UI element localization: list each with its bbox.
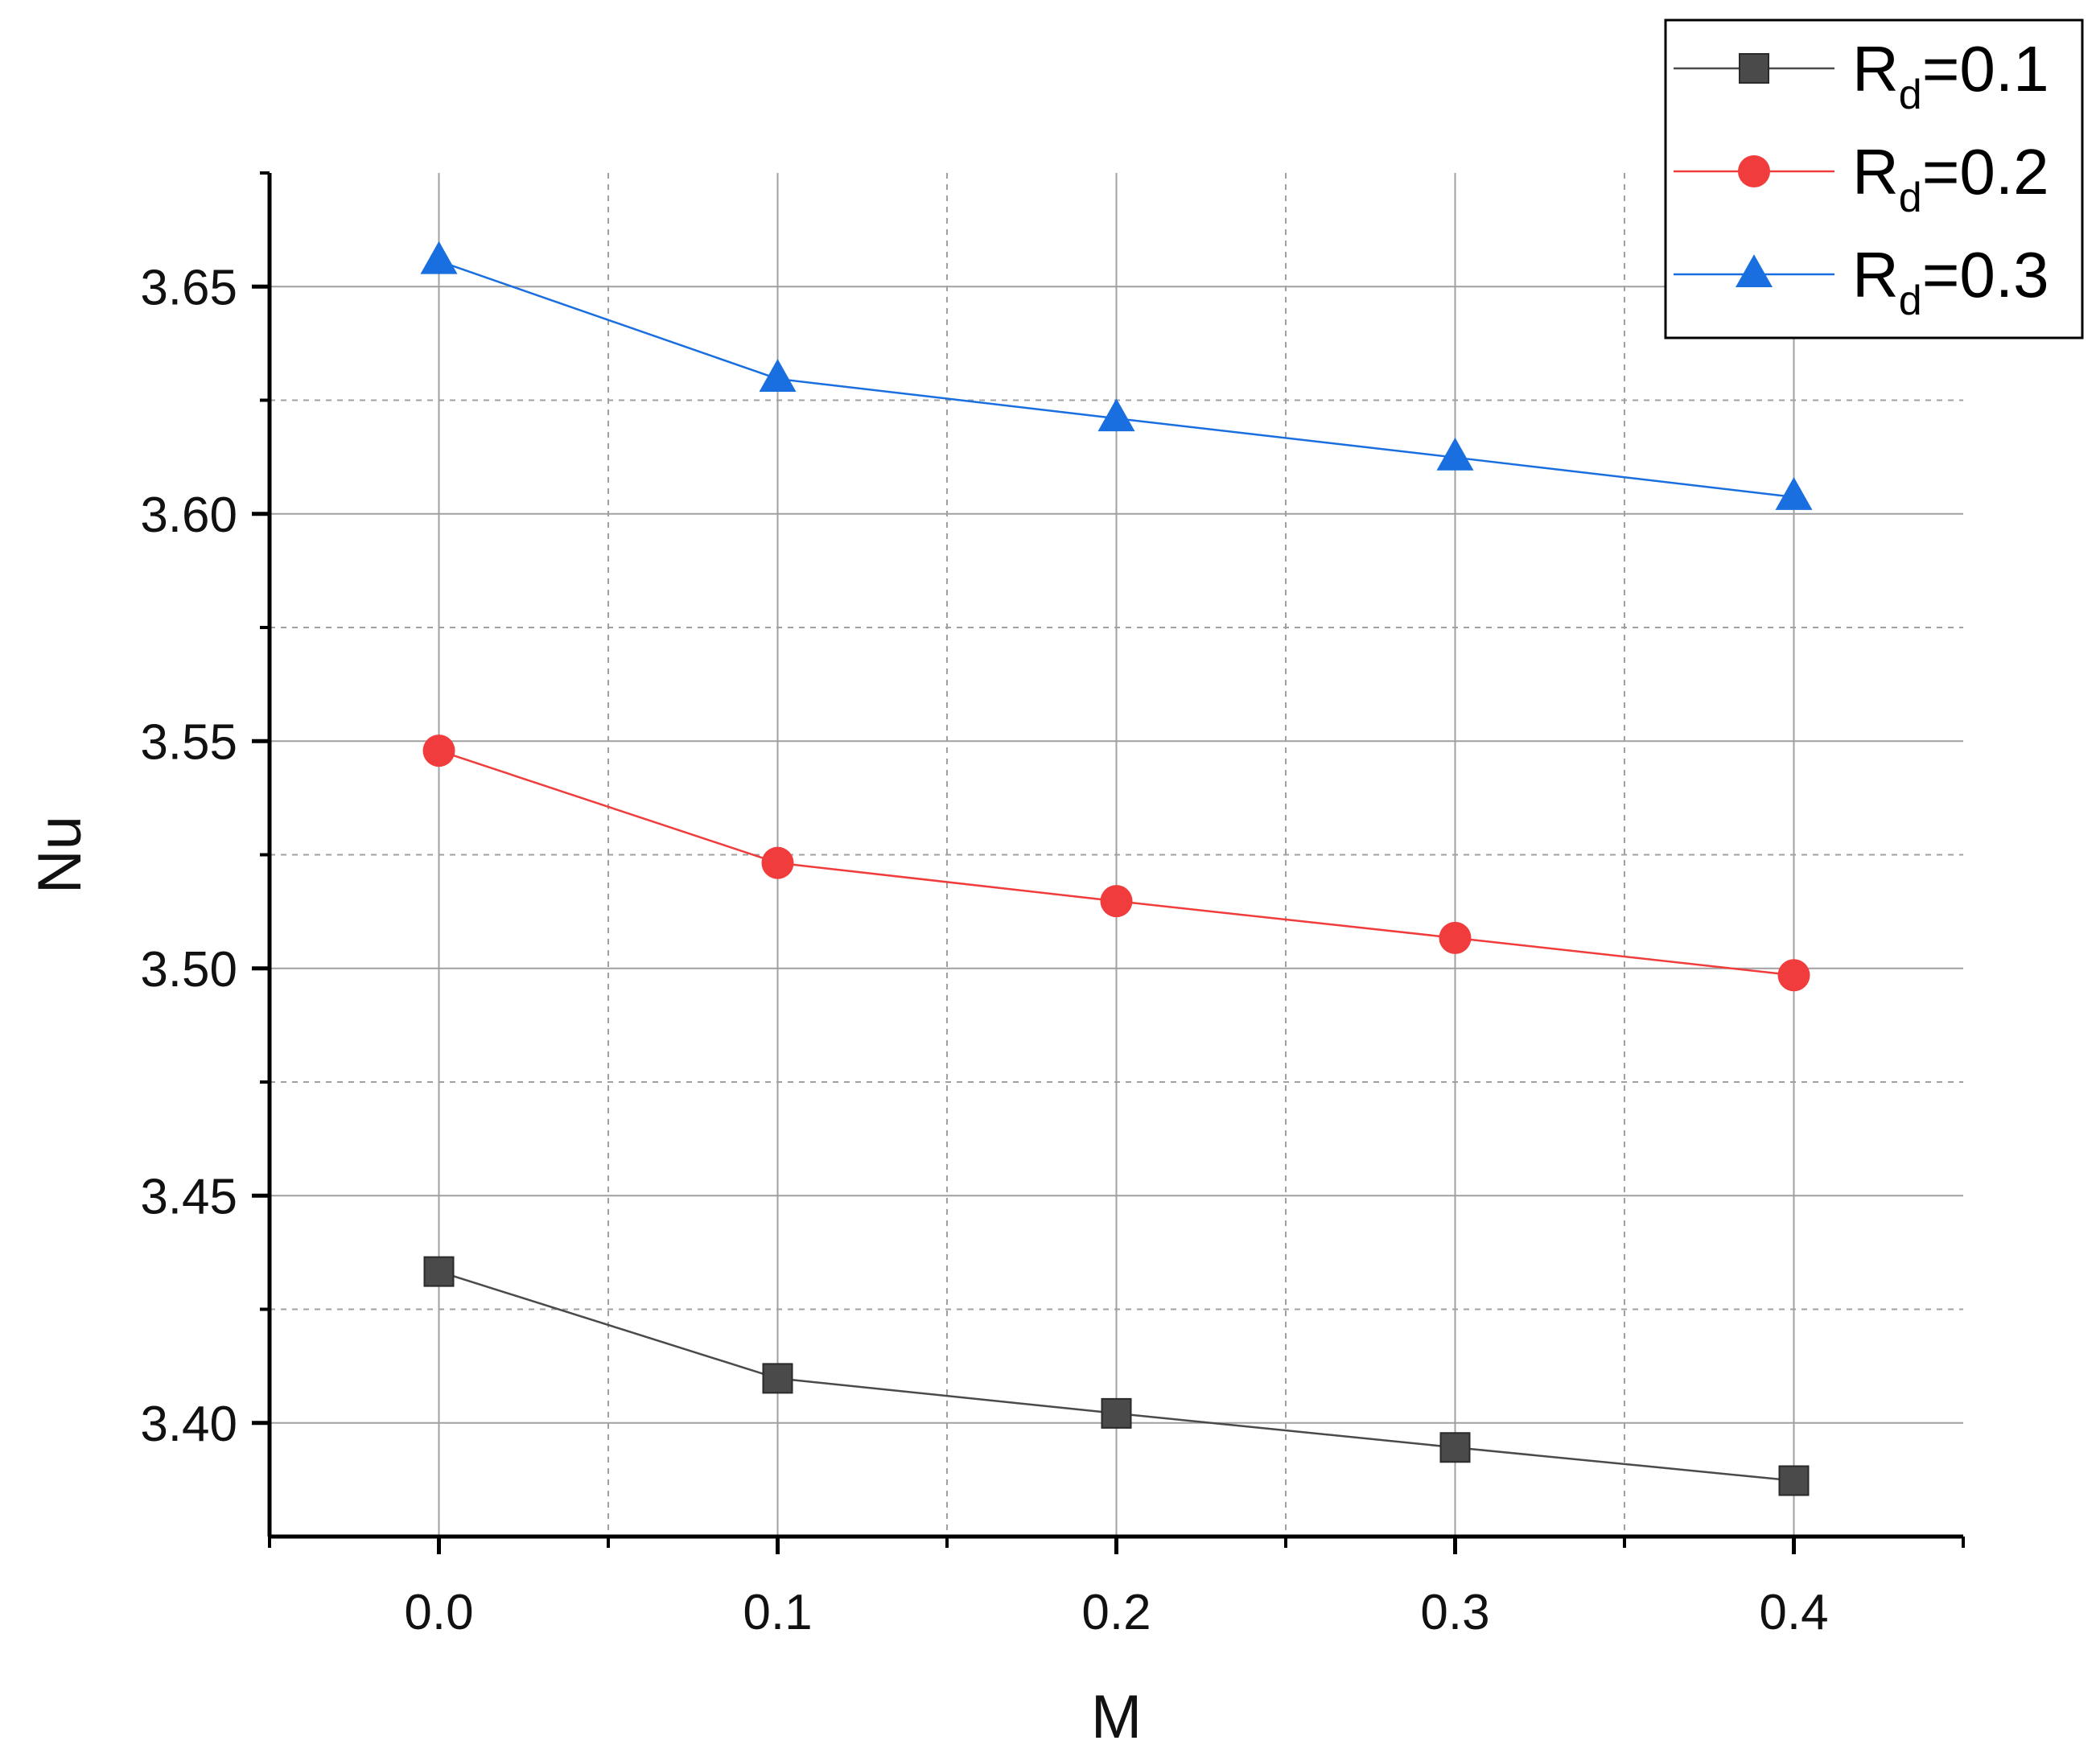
- x-tick-label: 0.1: [743, 1585, 812, 1640]
- data-point: [423, 1256, 455, 1287]
- data-point: [1097, 398, 1135, 432]
- x-tick-label: 0.3: [1420, 1585, 1489, 1640]
- legend-item: Rd=0.3: [1674, 239, 2049, 324]
- data-point: [1436, 437, 1474, 471]
- y-tick-label: 3.60: [140, 488, 237, 543]
- data-point: [761, 846, 794, 879]
- grid: [270, 173, 1963, 1537]
- series-layer: [420, 241, 1813, 1496]
- data-point: [1439, 921, 1472, 954]
- data-point: [1777, 959, 1810, 992]
- y-tick-label: 3.55: [140, 714, 237, 770]
- series-2: [422, 734, 1810, 992]
- legend-item: Rd=0.1: [1674, 33, 2049, 118]
- legend-box: [1664, 19, 2084, 339]
- legend-label: Rd=0.3: [1852, 239, 2049, 324]
- legend-marker: [1738, 155, 1770, 187]
- data-point: [1778, 1465, 1810, 1496]
- data-point: [759, 359, 797, 392]
- x-tick-label: 0.2: [1081, 1585, 1151, 1640]
- y-tick-label: 3.40: [140, 1397, 237, 1452]
- y-tick-label: 3.45: [140, 1169, 237, 1224]
- series-1: [423, 1256, 1810, 1496]
- data-point: [1100, 885, 1133, 918]
- legend-item: Rd=0.2: [1674, 136, 2049, 221]
- data-point: [420, 241, 458, 274]
- series-3: [420, 241, 1813, 510]
- y-tick-label: 3.50: [140, 942, 237, 998]
- ticks: 3.40 3.45 3.50 3.55 3.60 3.65 0.0 0.1 0.2 0.3 0.4: [140, 171, 1965, 1640]
- data-point: [762, 1363, 793, 1394]
- legend-label: Rd=0.1: [1852, 33, 2049, 118]
- legend-marker: [1736, 254, 1773, 287]
- legend-marker: [1739, 53, 1769, 84]
- x-axis-title: M: [1091, 1683, 1142, 1751]
- x-tick-label: 0.4: [1759, 1585, 1828, 1640]
- y-tick-label: 3.65: [140, 260, 237, 315]
- legend-label: Rd=0.2: [1852, 136, 2049, 221]
- data-point: [1101, 1397, 1132, 1429]
- data-point: [1439, 1432, 1471, 1463]
- data-point: [422, 734, 455, 767]
- y-axis-title: Nu: [26, 816, 94, 894]
- data-point: [1775, 477, 1813, 510]
- legend: Rd=0.1 Rd=0.2 Rd=0.3: [1664, 19, 2084, 339]
- x-tick-label: 0.0: [404, 1585, 473, 1640]
